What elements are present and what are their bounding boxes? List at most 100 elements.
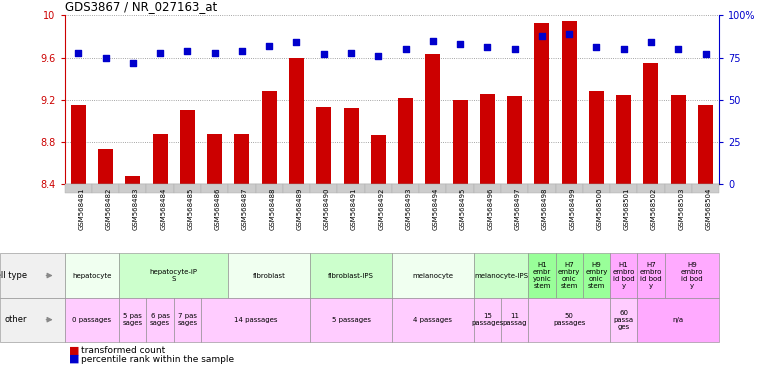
Bar [453, 100, 467, 184]
Point [591, 45, 603, 51]
Text: GSM568495: GSM568495 [460, 188, 466, 230]
Point [263, 43, 275, 49]
Point [618, 46, 630, 52]
Point [699, 51, 712, 57]
Text: GSM568503: GSM568503 [678, 188, 684, 230]
Point [563, 31, 575, 37]
Text: percentile rank within the sample: percentile rank within the sample [81, 354, 234, 364]
Point [481, 45, 493, 51]
Text: 4 passages: 4 passages [413, 317, 452, 323]
Bar [262, 91, 277, 184]
Point [154, 50, 166, 56]
Text: GSM568501: GSM568501 [624, 188, 629, 230]
Point [317, 51, 330, 57]
Text: other: other [5, 315, 27, 324]
Bar [126, 176, 140, 184]
Text: 15
passages: 15 passages [471, 313, 504, 326]
Text: GSM568497: GSM568497 [514, 188, 521, 230]
Text: n/a: n/a [673, 317, 684, 323]
Point [345, 50, 357, 56]
Bar [425, 55, 441, 184]
Point [400, 46, 412, 52]
Bar [234, 134, 250, 184]
Bar [398, 98, 413, 184]
Text: GSM568502: GSM568502 [651, 188, 657, 230]
Text: 0 passages: 0 passages [72, 317, 112, 323]
Bar [371, 135, 386, 184]
Text: ■: ■ [68, 346, 79, 356]
Text: H9
embry
onic
stem: H9 embry onic stem [585, 262, 607, 289]
Text: GSM568494: GSM568494 [433, 188, 439, 230]
Bar [289, 58, 304, 184]
Point [672, 46, 684, 52]
Text: ■: ■ [68, 354, 79, 364]
Bar [698, 105, 713, 184]
Point [291, 39, 303, 45]
Bar [207, 134, 222, 184]
Bar [507, 96, 522, 184]
Bar [343, 108, 358, 184]
Point [454, 41, 466, 47]
Text: GSM568483: GSM568483 [133, 188, 139, 230]
Bar [180, 111, 195, 184]
Text: 6 pas
sages: 6 pas sages [150, 313, 170, 326]
Text: GSM568481: GSM568481 [78, 188, 84, 230]
Text: H1
embro
id bod
y: H1 embro id bod y [613, 262, 635, 289]
Text: hepatocyte: hepatocyte [72, 273, 112, 278]
Bar [670, 94, 686, 184]
Text: GSM568488: GSM568488 [269, 188, 275, 230]
Bar [71, 105, 86, 184]
Text: transformed count: transformed count [81, 346, 166, 355]
Bar [98, 149, 113, 184]
Point [127, 60, 139, 66]
Point [427, 38, 439, 44]
Text: GSM568486: GSM568486 [215, 188, 221, 230]
Text: 5 pas
sages: 5 pas sages [123, 313, 143, 326]
Point [236, 48, 248, 54]
Text: GSM568500: GSM568500 [597, 188, 603, 230]
Bar [317, 107, 331, 184]
Text: cell type: cell type [0, 271, 27, 280]
Point [372, 53, 384, 59]
Bar [644, 63, 658, 184]
Text: 14 passages: 14 passages [234, 317, 277, 323]
Bar [562, 21, 577, 184]
Text: 5 passages: 5 passages [332, 317, 371, 323]
Point [508, 46, 521, 52]
Text: GSM568496: GSM568496 [487, 188, 493, 230]
Text: GSM568490: GSM568490 [323, 188, 330, 230]
Text: GSM568484: GSM568484 [160, 188, 166, 230]
Text: H9
embro
id bod
y: H9 embro id bod y [680, 262, 703, 289]
Bar [589, 91, 604, 184]
Text: GSM568498: GSM568498 [542, 188, 548, 230]
Point [72, 50, 84, 56]
Text: GSM568499: GSM568499 [569, 188, 575, 230]
Text: GSM568504: GSM568504 [705, 188, 712, 230]
Point [100, 55, 112, 61]
Point [209, 50, 221, 56]
Text: GDS3867 / NR_027163_at: GDS3867 / NR_027163_at [65, 0, 217, 13]
Text: fibroblast: fibroblast [253, 273, 285, 278]
Text: GSM568491: GSM568491 [351, 188, 357, 230]
Text: GSM568482: GSM568482 [106, 188, 112, 230]
Bar [480, 94, 495, 184]
Text: GSM568492: GSM568492 [378, 188, 384, 230]
Point [181, 48, 193, 54]
Text: 50
passages: 50 passages [553, 313, 585, 326]
Text: H1
embr
yonic
stem: H1 embr yonic stem [533, 262, 551, 289]
Text: H7
embro
id bod
y: H7 embro id bod y [640, 262, 662, 289]
Text: GSM568489: GSM568489 [297, 188, 302, 230]
Bar [153, 134, 167, 184]
Text: hepatocyte-iP
S: hepatocyte-iP S [150, 269, 198, 282]
Text: 11
passag: 11 passag [502, 313, 527, 326]
Text: 60
passa
ges: 60 passa ges [613, 310, 634, 330]
Text: 7 pas
sages: 7 pas sages [177, 313, 197, 326]
Point [645, 39, 657, 45]
Bar [616, 94, 631, 184]
Point [536, 33, 548, 39]
Text: melanocyte: melanocyte [412, 273, 454, 278]
Text: melanocyte-IPS: melanocyte-IPS [474, 273, 528, 278]
Bar [534, 23, 549, 184]
Text: GSM568493: GSM568493 [406, 188, 412, 230]
Text: GSM568487: GSM568487 [242, 188, 248, 230]
